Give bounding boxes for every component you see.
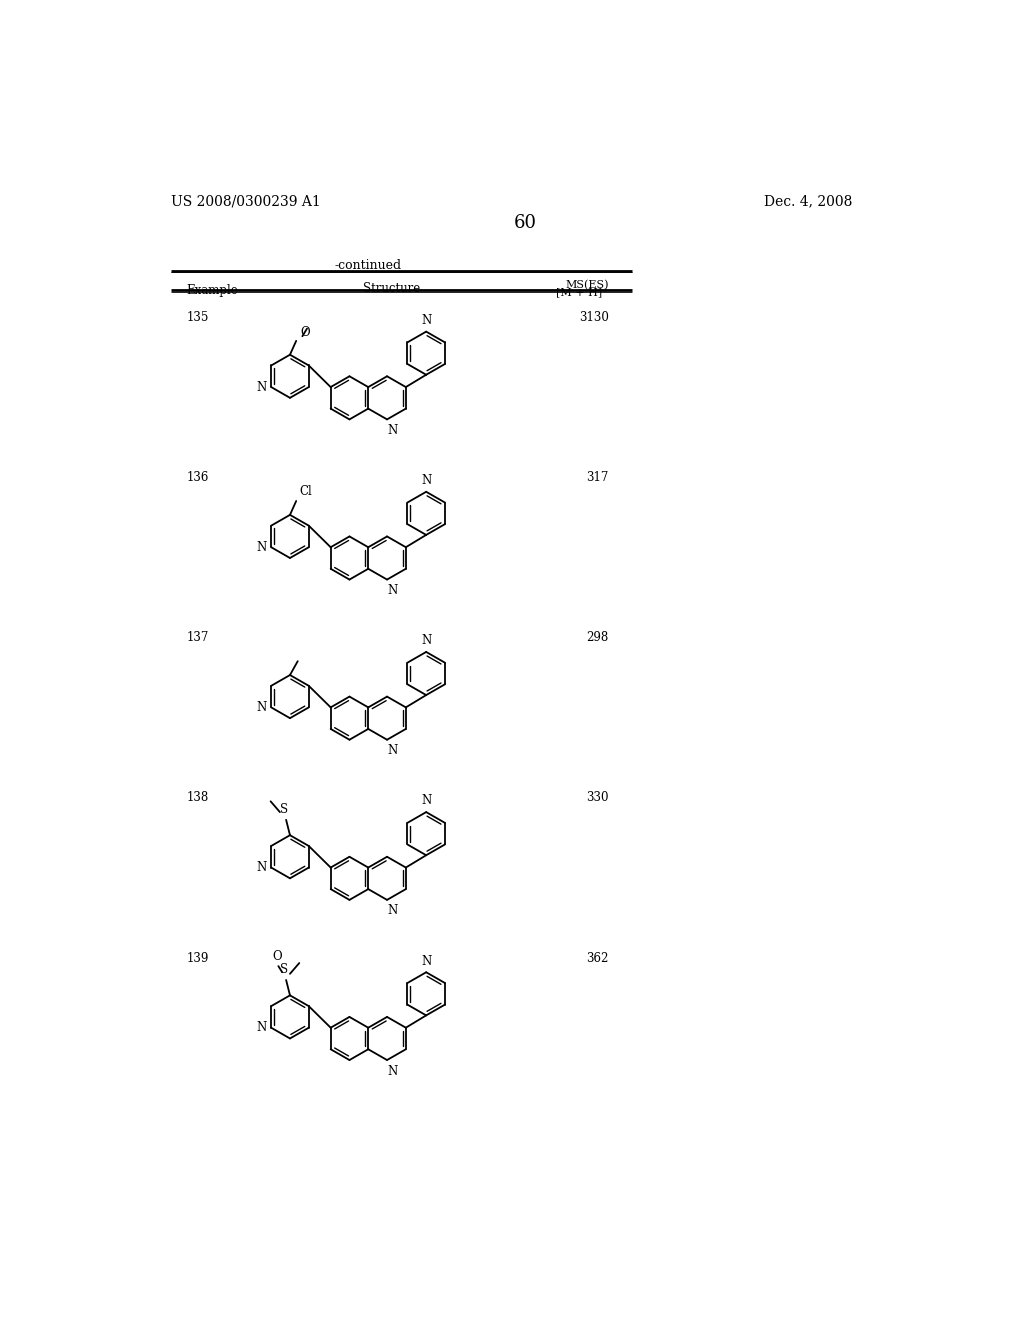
Text: N: N: [388, 424, 398, 437]
Text: N: N: [421, 954, 431, 968]
Text: O: O: [300, 326, 309, 338]
Text: N: N: [421, 314, 431, 327]
Text: 139: 139: [186, 952, 209, 965]
Text: N: N: [388, 904, 398, 917]
Text: 362: 362: [586, 952, 608, 965]
Text: S: S: [281, 964, 289, 975]
Text: S: S: [281, 803, 289, 816]
Text: 330: 330: [586, 792, 608, 804]
Text: [M + H]⁺: [M + H]⁺: [556, 286, 608, 297]
Text: N: N: [421, 474, 431, 487]
Text: 3130: 3130: [579, 312, 608, 323]
Text: N: N: [388, 1065, 398, 1077]
Text: MS(ES): MS(ES): [565, 280, 608, 290]
Text: 137: 137: [186, 631, 209, 644]
Text: N: N: [256, 1022, 266, 1034]
Text: Example: Example: [186, 284, 238, 297]
Text: N: N: [256, 861, 266, 874]
Text: N: N: [256, 541, 266, 553]
Text: 317: 317: [586, 471, 608, 484]
Text: US 2008/0300239 A1: US 2008/0300239 A1: [171, 194, 321, 209]
Text: N: N: [388, 585, 398, 597]
Text: N: N: [388, 744, 398, 758]
Text: -continued: -continued: [335, 259, 401, 272]
Text: 138: 138: [186, 792, 208, 804]
Text: 298: 298: [587, 631, 608, 644]
Text: Cl: Cl: [299, 484, 312, 498]
Text: 60: 60: [513, 214, 537, 232]
Text: Structure: Structure: [362, 281, 420, 294]
Text: O: O: [272, 950, 282, 964]
Text: N: N: [256, 380, 266, 393]
Text: 135: 135: [186, 312, 209, 323]
Text: N: N: [256, 701, 266, 714]
Text: N: N: [421, 635, 431, 647]
Text: 136: 136: [186, 471, 209, 484]
Text: N: N: [421, 795, 431, 808]
Text: Dec. 4, 2008: Dec. 4, 2008: [764, 194, 852, 209]
